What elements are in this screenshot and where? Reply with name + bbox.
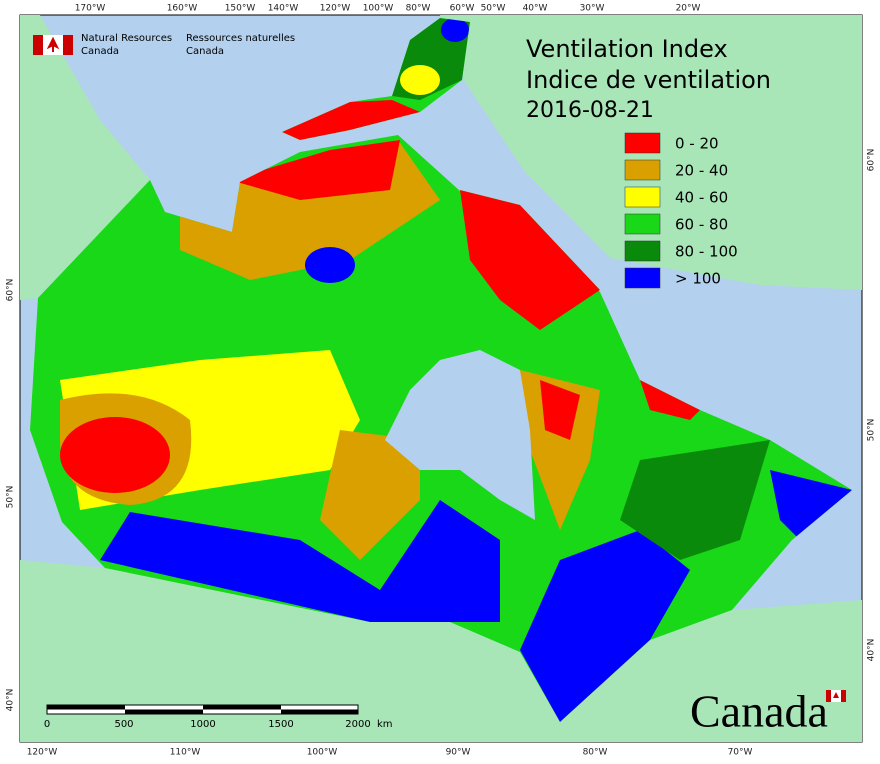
legend: 0 - 20 20 - 40 40 - 60 60 - 80 80 - 100 > 100 [624, 132, 738, 289]
canada-wordmark: Canada [690, 686, 828, 737]
graticule-label: 140°W [268, 4, 299, 14]
map-date: 2016-08-21 [526, 98, 654, 123]
graticule-label: 50°N [6, 486, 16, 509]
agency-en: Natural Resources [81, 33, 172, 44]
graticule-label: 30°W [580, 4, 605, 14]
graticule-label: 170°W [75, 4, 106, 14]
graticule-label: 60°N [6, 279, 16, 302]
legend-swatch [624, 132, 661, 154]
scale-unit: km [377, 719, 393, 730]
map-title: Indice de ventilation [526, 66, 771, 94]
legend-swatch [624, 159, 661, 181]
alaska [20, 15, 150, 300]
agency-fr: Canada [186, 46, 224, 57]
graticule-label: 60°W [450, 4, 475, 14]
legend-label: 0 - 20 [675, 135, 719, 153]
graticule-label: 120°W [27, 748, 58, 758]
legend-label: 40 - 60 [675, 189, 728, 207]
graticule-label: 20°W [676, 4, 701, 14]
legend-swatch [624, 267, 661, 289]
scale-bar: 0 500 1000 1500 2000 km [44, 704, 393, 730]
agency-flag [33, 35, 73, 55]
agency-en: Canada [81, 46, 119, 57]
legend-label: 60 - 80 [675, 216, 728, 234]
hudson-bay [385, 350, 535, 520]
wordmark-flag [826, 690, 846, 702]
graticule-label: 110°W [170, 748, 201, 758]
scale-label: 1500 [268, 719, 293, 730]
graticule-label: 60°N [867, 149, 877, 172]
united-states [20, 560, 862, 742]
graticule-label: 160°W [167, 4, 198, 14]
scale-label: 500 [114, 719, 133, 730]
legend-swatch [624, 240, 661, 262]
graticule-label: 50°N [867, 419, 877, 442]
graticule-label: 70°W [728, 748, 753, 758]
graticule-label: 40°N [867, 639, 877, 662]
map-title: Ventilation Index [526, 35, 728, 63]
graticule-label: 40°N [6, 689, 16, 712]
graticule-label: 100°W [363, 4, 394, 14]
legend-label: 20 - 40 [675, 162, 728, 180]
graticule-label: 100°W [307, 748, 338, 758]
graticule-label: 150°W [225, 4, 256, 14]
graticule-label: 80°W [583, 748, 608, 758]
graticule-label: 80°W [406, 4, 431, 14]
graticule-label: 40°W [523, 4, 548, 14]
legend-swatch [624, 186, 661, 208]
scale-label: 2000 [345, 719, 370, 730]
legend-label: 80 - 100 [675, 243, 738, 261]
legend-label: > 100 [675, 270, 721, 288]
scale-label: 0 [44, 719, 50, 730]
legend-swatch [624, 213, 661, 235]
scale-label: 1000 [190, 719, 215, 730]
agency-fr: Ressources naturelles [186, 33, 295, 44]
graticule-label: 120°W [320, 4, 351, 14]
graticule-label: 50°W [481, 4, 506, 14]
graticule-label: 90°W [446, 748, 471, 758]
